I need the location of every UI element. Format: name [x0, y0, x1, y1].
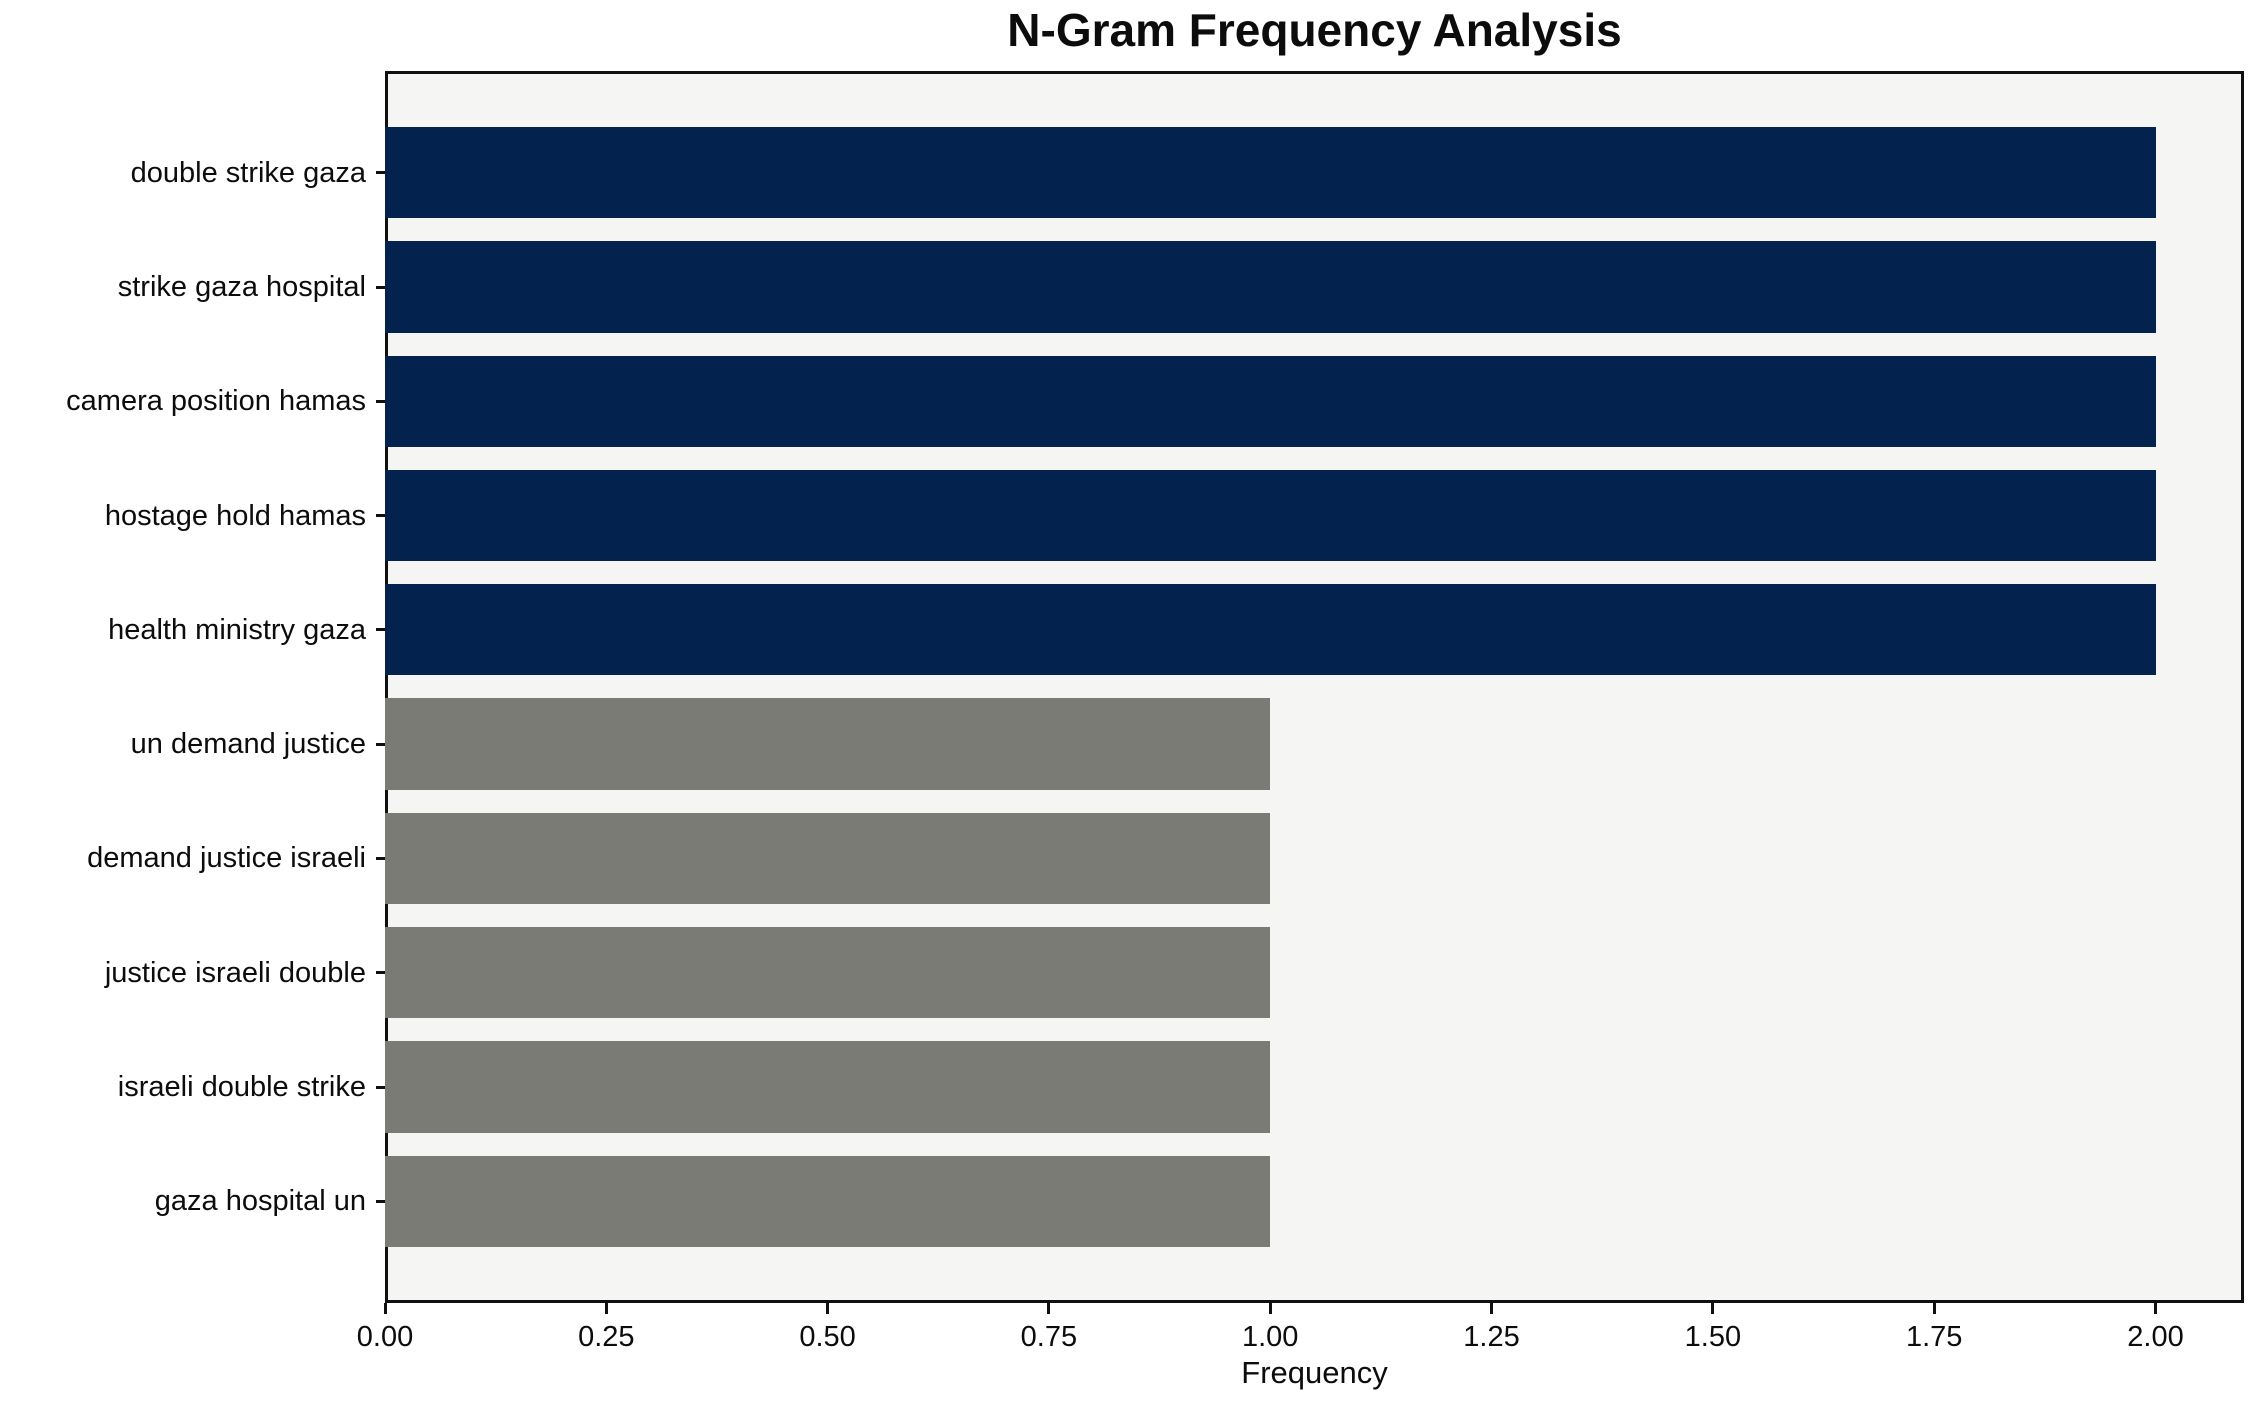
x-tick-mark: [826, 1303, 830, 1314]
y-tick-mark: [376, 285, 385, 289]
y-tick-label: strike gaza hospital: [117, 271, 366, 303]
y-tick-mark: [376, 1199, 385, 1203]
x-tick-mark: [604, 1303, 608, 1314]
y-tick-label: justice israeli double: [104, 956, 366, 989]
bar-strike-gaza-hospital: [385, 241, 2156, 333]
x-tick-mark: [383, 1303, 387, 1314]
x-tick-label: 1.00: [1241, 1321, 1299, 1353]
x-axis-label: Frequency: [1241, 1355, 1388, 1390]
y-tick-label: health ministry gaza: [108, 613, 366, 646]
x-tick-label: 1.50: [1684, 1321, 1742, 1353]
x-tick-mark: [1711, 1303, 1715, 1314]
y-tick-mark: [376, 971, 385, 975]
x-tick-mark: [2154, 1303, 2157, 1314]
y-tick-label: gaza hospital un: [154, 1185, 366, 1218]
y-tick-label: demand justice israeli: [87, 842, 366, 875]
bar-gaza-hospital-un: [385, 1155, 1271, 1247]
x-tick-label: 1.25: [1463, 1321, 1520, 1353]
y-tick-label: camera position hamas: [66, 385, 366, 418]
y-tick-label: un demand justice: [130, 728, 366, 761]
x-tick-label: 0.00: [356, 1321, 414, 1353]
bar-double-strike-gaza: [385, 127, 2156, 219]
x-tick-mark: [1490, 1303, 1493, 1314]
x-tick-label: 0.25: [578, 1321, 635, 1353]
bar-israeli-double-strike: [385, 1041, 1271, 1133]
y-tick-mark: [376, 1085, 385, 1089]
bar-health-ministry-gaza: [385, 584, 2156, 676]
x-tick-label: 0.75: [1020, 1321, 1078, 1353]
x-tick-label: 2.00: [2127, 1321, 2184, 1353]
bar-un-demand-justice: [385, 698, 1271, 790]
y-tick-label: double strike gaza: [130, 156, 366, 189]
bar-hostage-hold-hamas: [385, 469, 2156, 562]
x-tick-label: 1.75: [1905, 1321, 1963, 1353]
y-tick-mark: [376, 399, 385, 403]
x-tick-mark: [1268, 1303, 1272, 1314]
y-tick-mark: [376, 856, 385, 860]
bar-demand-justice-israeli: [385, 812, 1271, 905]
bar-camera-position-hamas: [385, 355, 2156, 447]
y-tick-mark: [376, 171, 385, 175]
y-tick-label: hostage hold hamas: [104, 499, 366, 532]
bar-justice-israeli-double: [385, 927, 1271, 1019]
y-tick-mark: [376, 514, 385, 518]
y-tick-mark: [376, 628, 385, 632]
chart-title: N-Gram Frequency Analysis: [1007, 4, 1622, 56]
x-tick-label: 0.50: [799, 1321, 856, 1353]
x-tick-mark: [1932, 1303, 1936, 1314]
y-tick-label: israeli double strike: [117, 1071, 366, 1103]
y-tick-mark: [376, 742, 385, 746]
x-tick-mark: [1047, 1303, 1051, 1314]
